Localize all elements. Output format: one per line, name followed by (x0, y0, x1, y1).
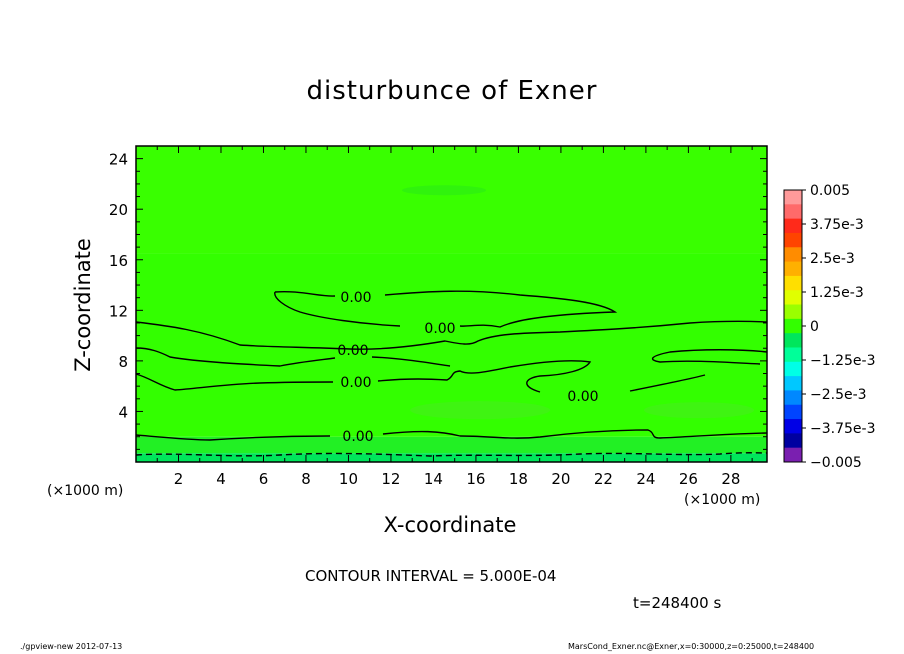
contour-line (135, 452, 768, 457)
colorbar-swatch (784, 318, 802, 334)
x-tick-label: 22 (594, 470, 613, 488)
x-tick-label: 12 (381, 470, 400, 488)
field-patch (402, 185, 487, 196)
colorbar: 0.005 3.75e-3 2.5e-3 1.25e-3 0 −1.25e-3 −2.5e-… (783, 183, 875, 471)
colorbar-swatch (784, 447, 802, 463)
contour-label: 0.00 (337, 343, 368, 359)
colorbar-swatch (784, 190, 802, 205)
contour-label: 0.00 (424, 321, 455, 337)
contour-line (135, 347, 451, 367)
colorbar-swatch (784, 390, 802, 406)
colorbar-swatch (784, 290, 802, 306)
colorbar-swatch (784, 376, 802, 391)
colorbar-label: 3.75e-3 (810, 217, 864, 233)
contour-interval: CONTOUR INTERVAL = 5.000E-04 (305, 567, 557, 585)
colorbar-label: 0.005 (810, 183, 850, 199)
field-band (136, 436, 767, 454)
plot-frame (135, 145, 768, 463)
field-patch (410, 401, 551, 420)
field-patch (644, 402, 755, 419)
contour-line (135, 360, 706, 393)
colorbar-swatch (784, 247, 802, 263)
colorbar-label: −1.25e-3 (810, 353, 875, 369)
colorbar-swatch (784, 361, 802, 377)
x-tick-label: 14 (424, 470, 443, 488)
x-axis-unit-right: (×1000 m) (684, 492, 761, 508)
colorbar-label: 2.5e-3 (810, 251, 855, 267)
x-tick-label: 10 (339, 470, 358, 488)
colorbar-swatch (784, 333, 802, 348)
time-label: t=248400 s (633, 594, 722, 612)
x-axis-label: X-coordinate (383, 513, 517, 537)
colorbar-label: 0 (810, 319, 819, 335)
contour-lines: 0.00 0.00 0.00 0.00 0.00 0.00 (135, 290, 768, 457)
colorbar-swatch (784, 419, 802, 434)
y-tick-label: 12 (109, 302, 128, 320)
x-tick-label: 18 (509, 470, 528, 488)
plot-area (136, 146, 767, 462)
contour-label: 0.00 (567, 389, 598, 405)
colorbar-swatch (784, 275, 802, 291)
footer-right: MarsCond_Exner.nc@Exner,x=0:30000,z=0:25… (568, 642, 815, 651)
contour-line (651, 349, 768, 365)
contour-label: 0.00 (340, 290, 371, 306)
colorbar-label: −3.75e-3 (810, 421, 875, 437)
y-axis-label: Z-coordinate (71, 238, 95, 372)
contour-line (135, 429, 768, 441)
x-tick-label: 28 (721, 470, 740, 488)
x-tick-label: 24 (636, 470, 655, 488)
colorbar-swatch (784, 304, 802, 320)
colorbar-swatch (784, 433, 802, 449)
x-tick-label: 16 (466, 470, 485, 488)
contour-line (135, 320, 768, 350)
x-tick-label: 4 (216, 470, 226, 488)
colorbar-label: 1.25e-3 (810, 285, 864, 301)
colorbar-label: −0.005 (810, 455, 862, 471)
x-tick-label: 2 (174, 470, 184, 488)
x-tick-label: 6 (259, 470, 269, 488)
contour-label: 0.00 (340, 375, 371, 391)
x-tick-label: 20 (551, 470, 570, 488)
field-band (136, 453, 767, 462)
y-tick-label: 4 (118, 403, 128, 421)
y-tick-label: 16 (109, 252, 128, 270)
field-band (136, 146, 767, 254)
contour-label: 0.00 (342, 429, 373, 445)
x-tick-label: 26 (679, 470, 698, 488)
contour-line (274, 290, 618, 328)
colorbar-swatch (784, 261, 802, 277)
footer-left: ./gpview-new 2012-07-13 (20, 642, 123, 651)
colorbar-swatch (784, 404, 802, 420)
y-tick-label: 8 (118, 353, 128, 371)
y-tick-label: 20 (109, 201, 128, 219)
colorbar-label: −2.5e-3 (810, 387, 867, 403)
y-tick-label: 24 (109, 151, 128, 169)
chart-title: disturbunce of Exner (306, 76, 598, 106)
colorbar-swatch (784, 347, 802, 363)
colorbar-swatch (784, 232, 802, 248)
x-axis-unit-left: (×1000 m) (47, 483, 124, 499)
colorbar-swatch (784, 204, 802, 220)
x-tick-label: 8 (301, 470, 311, 488)
colorbar-swatch (784, 218, 802, 234)
